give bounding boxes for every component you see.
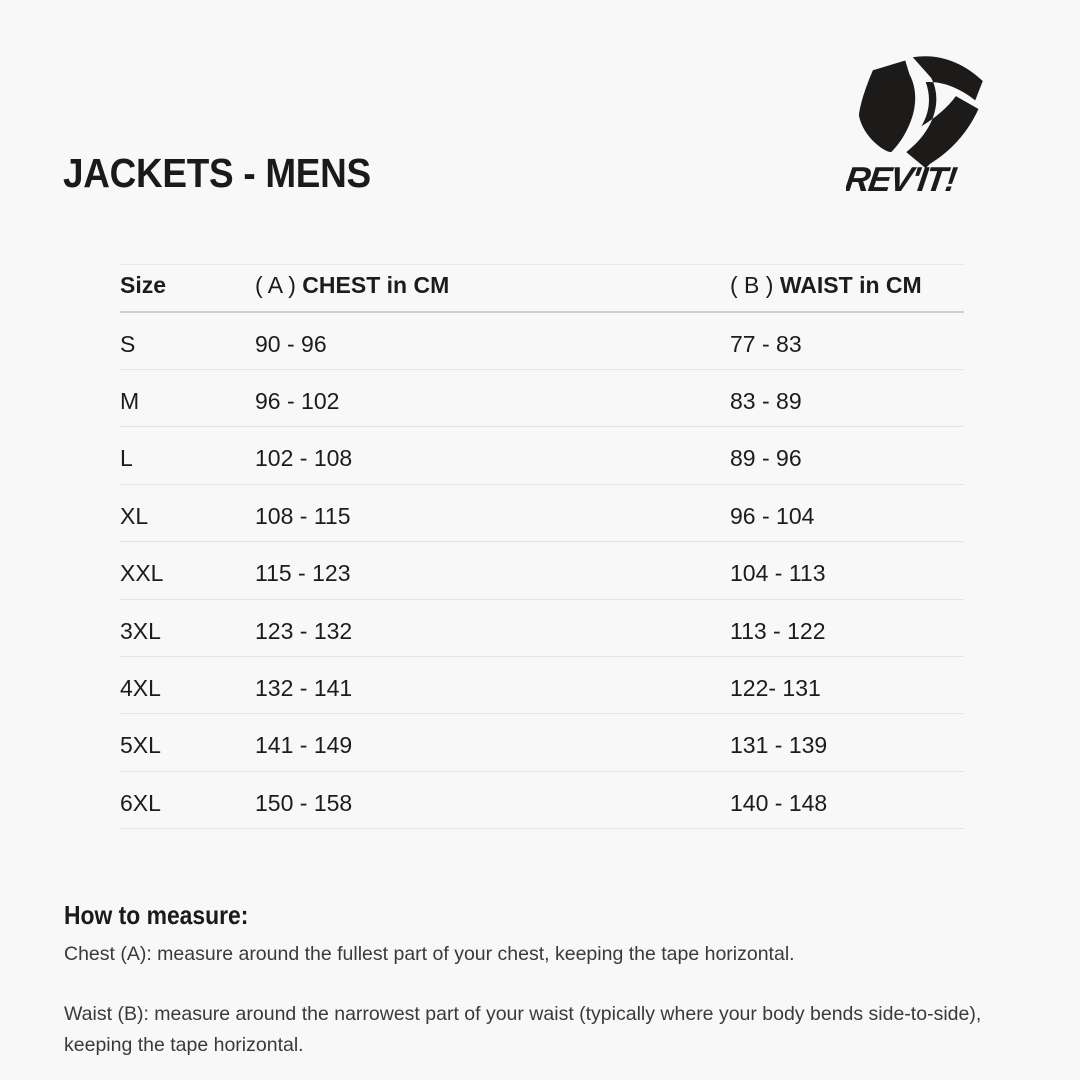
svg-text:REV'IT!: REV'IT!: [846, 161, 959, 199]
